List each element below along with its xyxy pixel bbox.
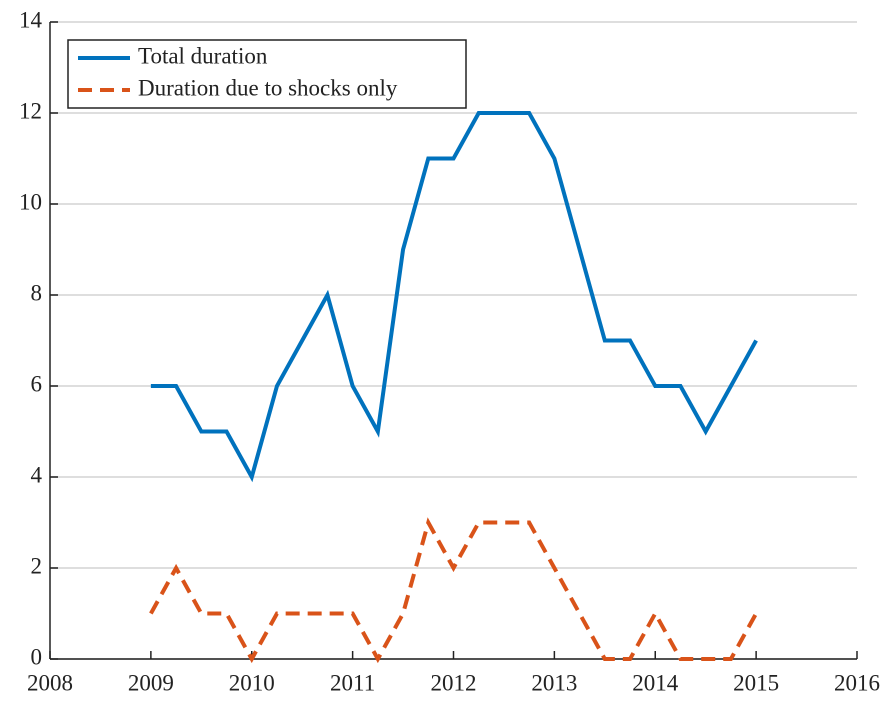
legend: Total duration Duration due to shocks onl…	[67, 39, 467, 109]
y-tick-label: 4	[31, 462, 43, 487]
x-tick-label: 2010	[229, 670, 275, 695]
y-tick-label: 10	[19, 189, 42, 214]
series-line	[149, 517, 758, 664]
y-tick-label: 14	[19, 7, 43, 32]
x-tick-label: 2009	[128, 670, 174, 695]
x-tick-label: 2008	[27, 670, 73, 695]
x-tick-label: 2012	[431, 670, 477, 695]
legend-label: Total duration	[138, 43, 268, 68]
x-tick-label: 2016	[834, 670, 880, 695]
series-line	[150, 111, 758, 483]
legend-box	[67, 39, 467, 109]
x-tick-label: 2014	[632, 670, 679, 695]
legend-label: Duration due to shocks only	[138, 75, 398, 100]
y-tick-label: 12	[19, 98, 42, 123]
x-tick-label: 2015	[733, 670, 779, 695]
y-tick-label: 0	[31, 644, 43, 669]
y-tick-label: 6	[31, 371, 43, 396]
y-tick-label: 2	[31, 553, 43, 578]
y-tick-label: 8	[31, 280, 43, 305]
x-tick-label: 2013	[531, 670, 577, 695]
x-tick-label: 2011	[330, 670, 375, 695]
